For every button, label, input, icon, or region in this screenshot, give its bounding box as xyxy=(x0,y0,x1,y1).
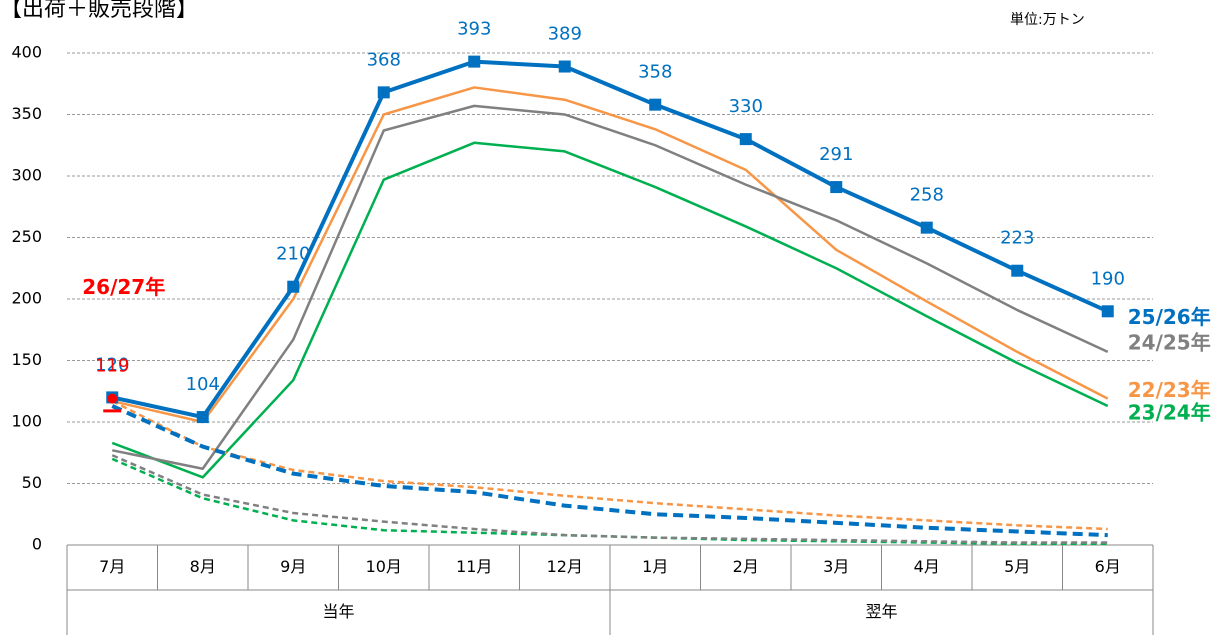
x-tick-label: 8月 xyxy=(190,557,216,576)
marker xyxy=(107,393,118,404)
marker xyxy=(287,280,300,293)
data-label: 258 xyxy=(910,185,944,206)
line xyxy=(111,86,1109,424)
dashed-line xyxy=(111,457,1108,546)
dashed-line xyxy=(111,454,1108,544)
x-tick-label: 12月 xyxy=(547,557,583,576)
x-tick-label: 9月 xyxy=(280,557,306,576)
y-tick-label: 350 xyxy=(11,104,42,123)
dashed-line xyxy=(111,404,1108,538)
group-label: 当年 xyxy=(322,602,354,621)
dashed-line xyxy=(111,399,1108,531)
marker xyxy=(196,411,209,424)
series-label: 22/23年 xyxy=(1128,378,1211,402)
data-label: 389 xyxy=(548,24,582,45)
data-label: 393 xyxy=(457,19,491,40)
x-tick-label: 6月 xyxy=(1095,557,1121,576)
x-tick-label: 1月 xyxy=(642,557,668,576)
marker xyxy=(920,221,933,234)
line xyxy=(111,141,1109,479)
data-label: 104 xyxy=(186,374,220,395)
x-tick-label: 2月 xyxy=(733,557,759,576)
chart-title: 【出荷＋販売段階】 xyxy=(0,0,198,22)
x-tick-label: 7月 xyxy=(99,557,125,576)
data-label: 119 xyxy=(95,356,129,377)
marker xyxy=(468,55,481,68)
marker xyxy=(377,86,390,99)
series-label: 25/26年 xyxy=(1128,305,1211,329)
y-tick-label: 400 xyxy=(11,43,42,62)
group-label: 翌年 xyxy=(865,602,897,621)
y-tick-label: 0 xyxy=(32,535,42,554)
data-label: 291 xyxy=(819,144,853,165)
marker xyxy=(1101,305,1114,318)
data-label: 368 xyxy=(367,49,401,70)
line xyxy=(111,59,1109,420)
x-tick-label: 11月 xyxy=(456,557,492,576)
marker xyxy=(1011,264,1024,277)
y-tick-label: 300 xyxy=(11,166,42,185)
data-label: 120 xyxy=(95,354,129,375)
data-label: 223 xyxy=(1000,228,1034,249)
marker xyxy=(739,133,752,146)
y-tick-label: 250 xyxy=(11,227,42,246)
data-label: 190 xyxy=(1091,268,1125,289)
series-label: 26/27年 xyxy=(82,275,165,299)
x-tick-label: 3月 xyxy=(823,557,849,576)
y-tick-label: 100 xyxy=(11,412,42,431)
marker xyxy=(830,181,843,194)
x-tick-label: 10月 xyxy=(366,557,402,576)
data-label: 358 xyxy=(638,62,672,83)
y-tick-label: 150 xyxy=(11,350,42,369)
series-label: 23/24年 xyxy=(1128,401,1211,425)
line xyxy=(112,104,1109,470)
data-label: 330 xyxy=(729,96,763,117)
x-tick-label: 4月 xyxy=(914,557,940,576)
y-tick-label: 200 xyxy=(11,289,42,308)
x-tick-label: 5月 xyxy=(1004,557,1030,576)
data-label: 210 xyxy=(276,244,310,265)
marker xyxy=(649,98,662,111)
y-tick-label: 50 xyxy=(22,473,42,492)
series-label: 24/25年 xyxy=(1128,330,1211,354)
marker xyxy=(558,60,571,73)
unit-label: 単位:万トン xyxy=(1010,12,1085,28)
